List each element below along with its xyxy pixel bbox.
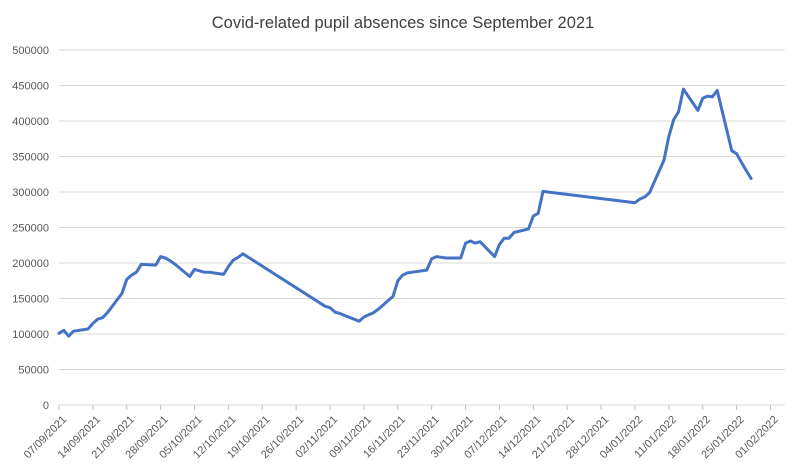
y-axis-tick-labels: 0 50000 100000 150000 200000 250000 300000 3500… <box>12 45 49 412</box>
series-line <box>57 87 753 338</box>
y-tick-label: 50000 <box>18 365 49 377</box>
y-tick-label: 200000 <box>12 258 49 270</box>
y-tick-label: 100000 <box>12 329 49 341</box>
series-layer <box>57 87 753 338</box>
x-axis-ticks: 07/09/202114/09/202121/09/202128/09/2021… <box>22 405 781 461</box>
y-tick-label: 400000 <box>12 116 49 128</box>
y-tick-label: 250000 <box>12 223 49 235</box>
y-tick-label: 150000 <box>12 294 49 306</box>
y-tick-label: 350000 <box>12 152 49 164</box>
y-tick-label: 0 <box>43 400 49 412</box>
gridlines <box>59 49 785 370</box>
y-tick-label: 500000 <box>12 45 49 57</box>
y-tick-label: 300000 <box>12 187 49 199</box>
y-tick-label: 450000 <box>12 81 49 93</box>
chart-title: Covid-related pupil absences since Septe… <box>212 14 594 32</box>
